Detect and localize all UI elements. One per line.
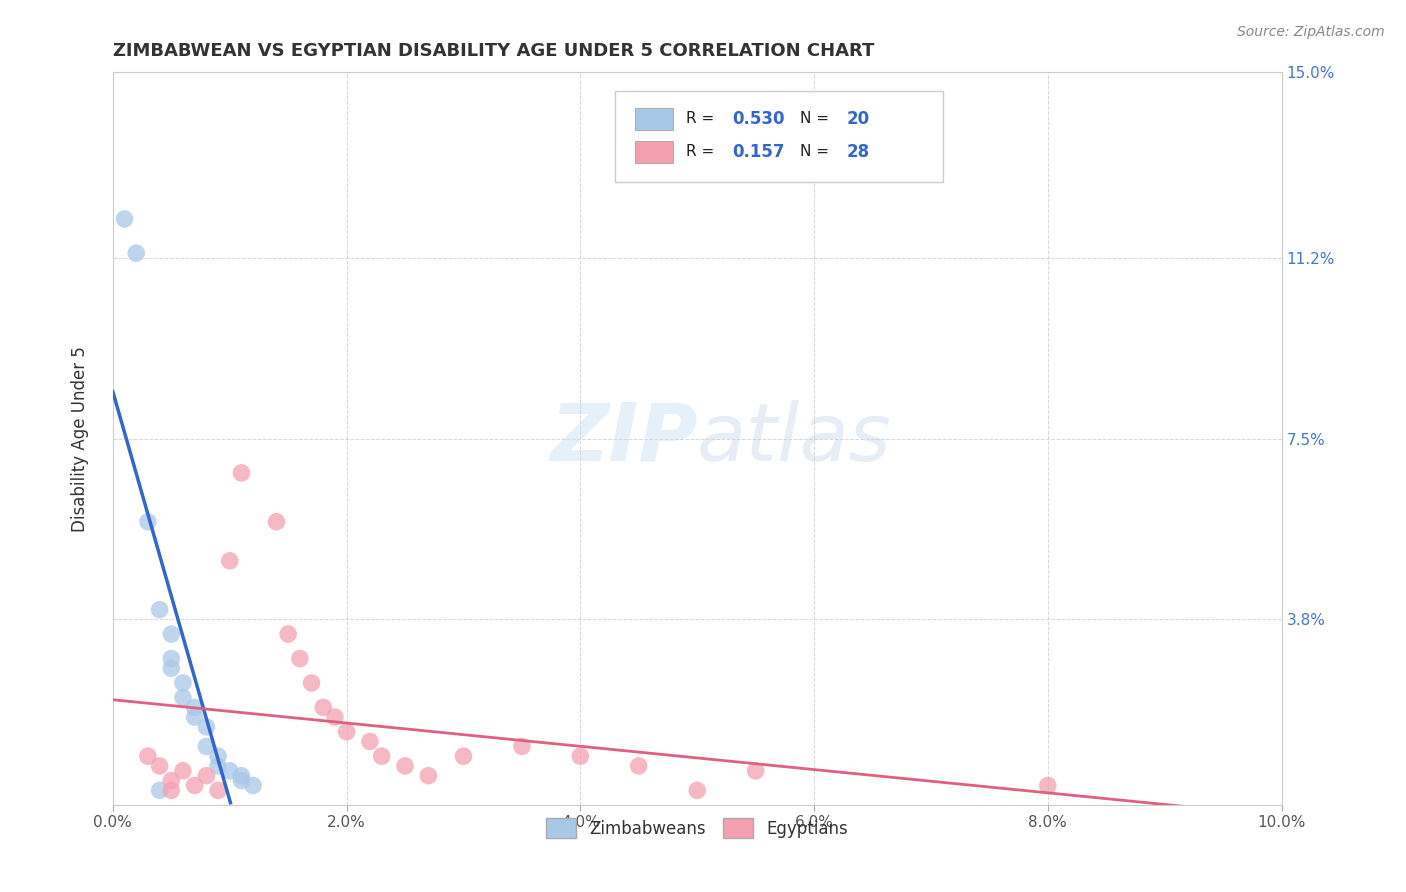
Point <box>277 627 299 641</box>
Point <box>510 739 533 754</box>
Point <box>160 773 183 788</box>
Point <box>183 779 205 793</box>
Point <box>183 710 205 724</box>
FancyBboxPatch shape <box>616 91 942 182</box>
Point <box>627 759 650 773</box>
Point <box>172 690 194 705</box>
Point <box>1036 779 1059 793</box>
Legend: Zimbabweans, Egyptians: Zimbabweans, Egyptians <box>540 812 855 845</box>
Text: 0.157: 0.157 <box>733 143 785 161</box>
Text: ZIMBABWEAN VS EGYPTIAN DISABILITY AGE UNDER 5 CORRELATION CHART: ZIMBABWEAN VS EGYPTIAN DISABILITY AGE UN… <box>112 42 875 60</box>
Point <box>242 779 264 793</box>
Text: Source: ZipAtlas.com: Source: ZipAtlas.com <box>1237 25 1385 39</box>
Point <box>231 769 253 783</box>
Text: N =: N = <box>800 144 834 159</box>
Text: 0.530: 0.530 <box>733 110 785 128</box>
Point <box>172 676 194 690</box>
Point <box>160 661 183 675</box>
Point <box>394 759 416 773</box>
Text: 28: 28 <box>846 143 870 161</box>
Point <box>125 246 148 260</box>
Point <box>266 515 288 529</box>
Point <box>160 627 183 641</box>
Point <box>744 764 766 778</box>
Text: R =: R = <box>686 112 718 126</box>
Point <box>218 764 240 778</box>
Point <box>149 759 172 773</box>
Point <box>569 749 592 764</box>
Point <box>218 554 240 568</box>
Point <box>231 466 253 480</box>
Point <box>207 783 229 797</box>
Text: R =: R = <box>686 144 718 159</box>
Point <box>312 700 335 714</box>
Point <box>686 783 709 797</box>
Point <box>114 211 136 226</box>
Text: atlas: atlas <box>697 400 891 478</box>
Point <box>149 783 172 797</box>
Y-axis label: Disability Age Under 5: Disability Age Under 5 <box>72 346 89 532</box>
Text: ZIP: ZIP <box>550 400 697 478</box>
Text: 20: 20 <box>846 110 870 128</box>
Point <box>207 759 229 773</box>
Point <box>160 783 183 797</box>
Point <box>231 773 253 788</box>
Point <box>160 651 183 665</box>
Point <box>195 769 218 783</box>
Point <box>323 710 346 724</box>
Point <box>207 749 229 764</box>
Point <box>418 769 440 783</box>
Point <box>183 700 205 714</box>
Point <box>370 749 392 764</box>
Text: N =: N = <box>800 112 834 126</box>
Point <box>288 651 311 665</box>
Point <box>195 720 218 734</box>
Point <box>336 724 359 739</box>
Point <box>136 515 159 529</box>
Point <box>195 739 218 754</box>
Point <box>136 749 159 764</box>
FancyBboxPatch shape <box>636 108 672 129</box>
Point <box>172 764 194 778</box>
FancyBboxPatch shape <box>636 141 672 162</box>
Point <box>301 676 323 690</box>
Point <box>359 734 381 748</box>
Point <box>453 749 475 764</box>
Point <box>149 602 172 616</box>
